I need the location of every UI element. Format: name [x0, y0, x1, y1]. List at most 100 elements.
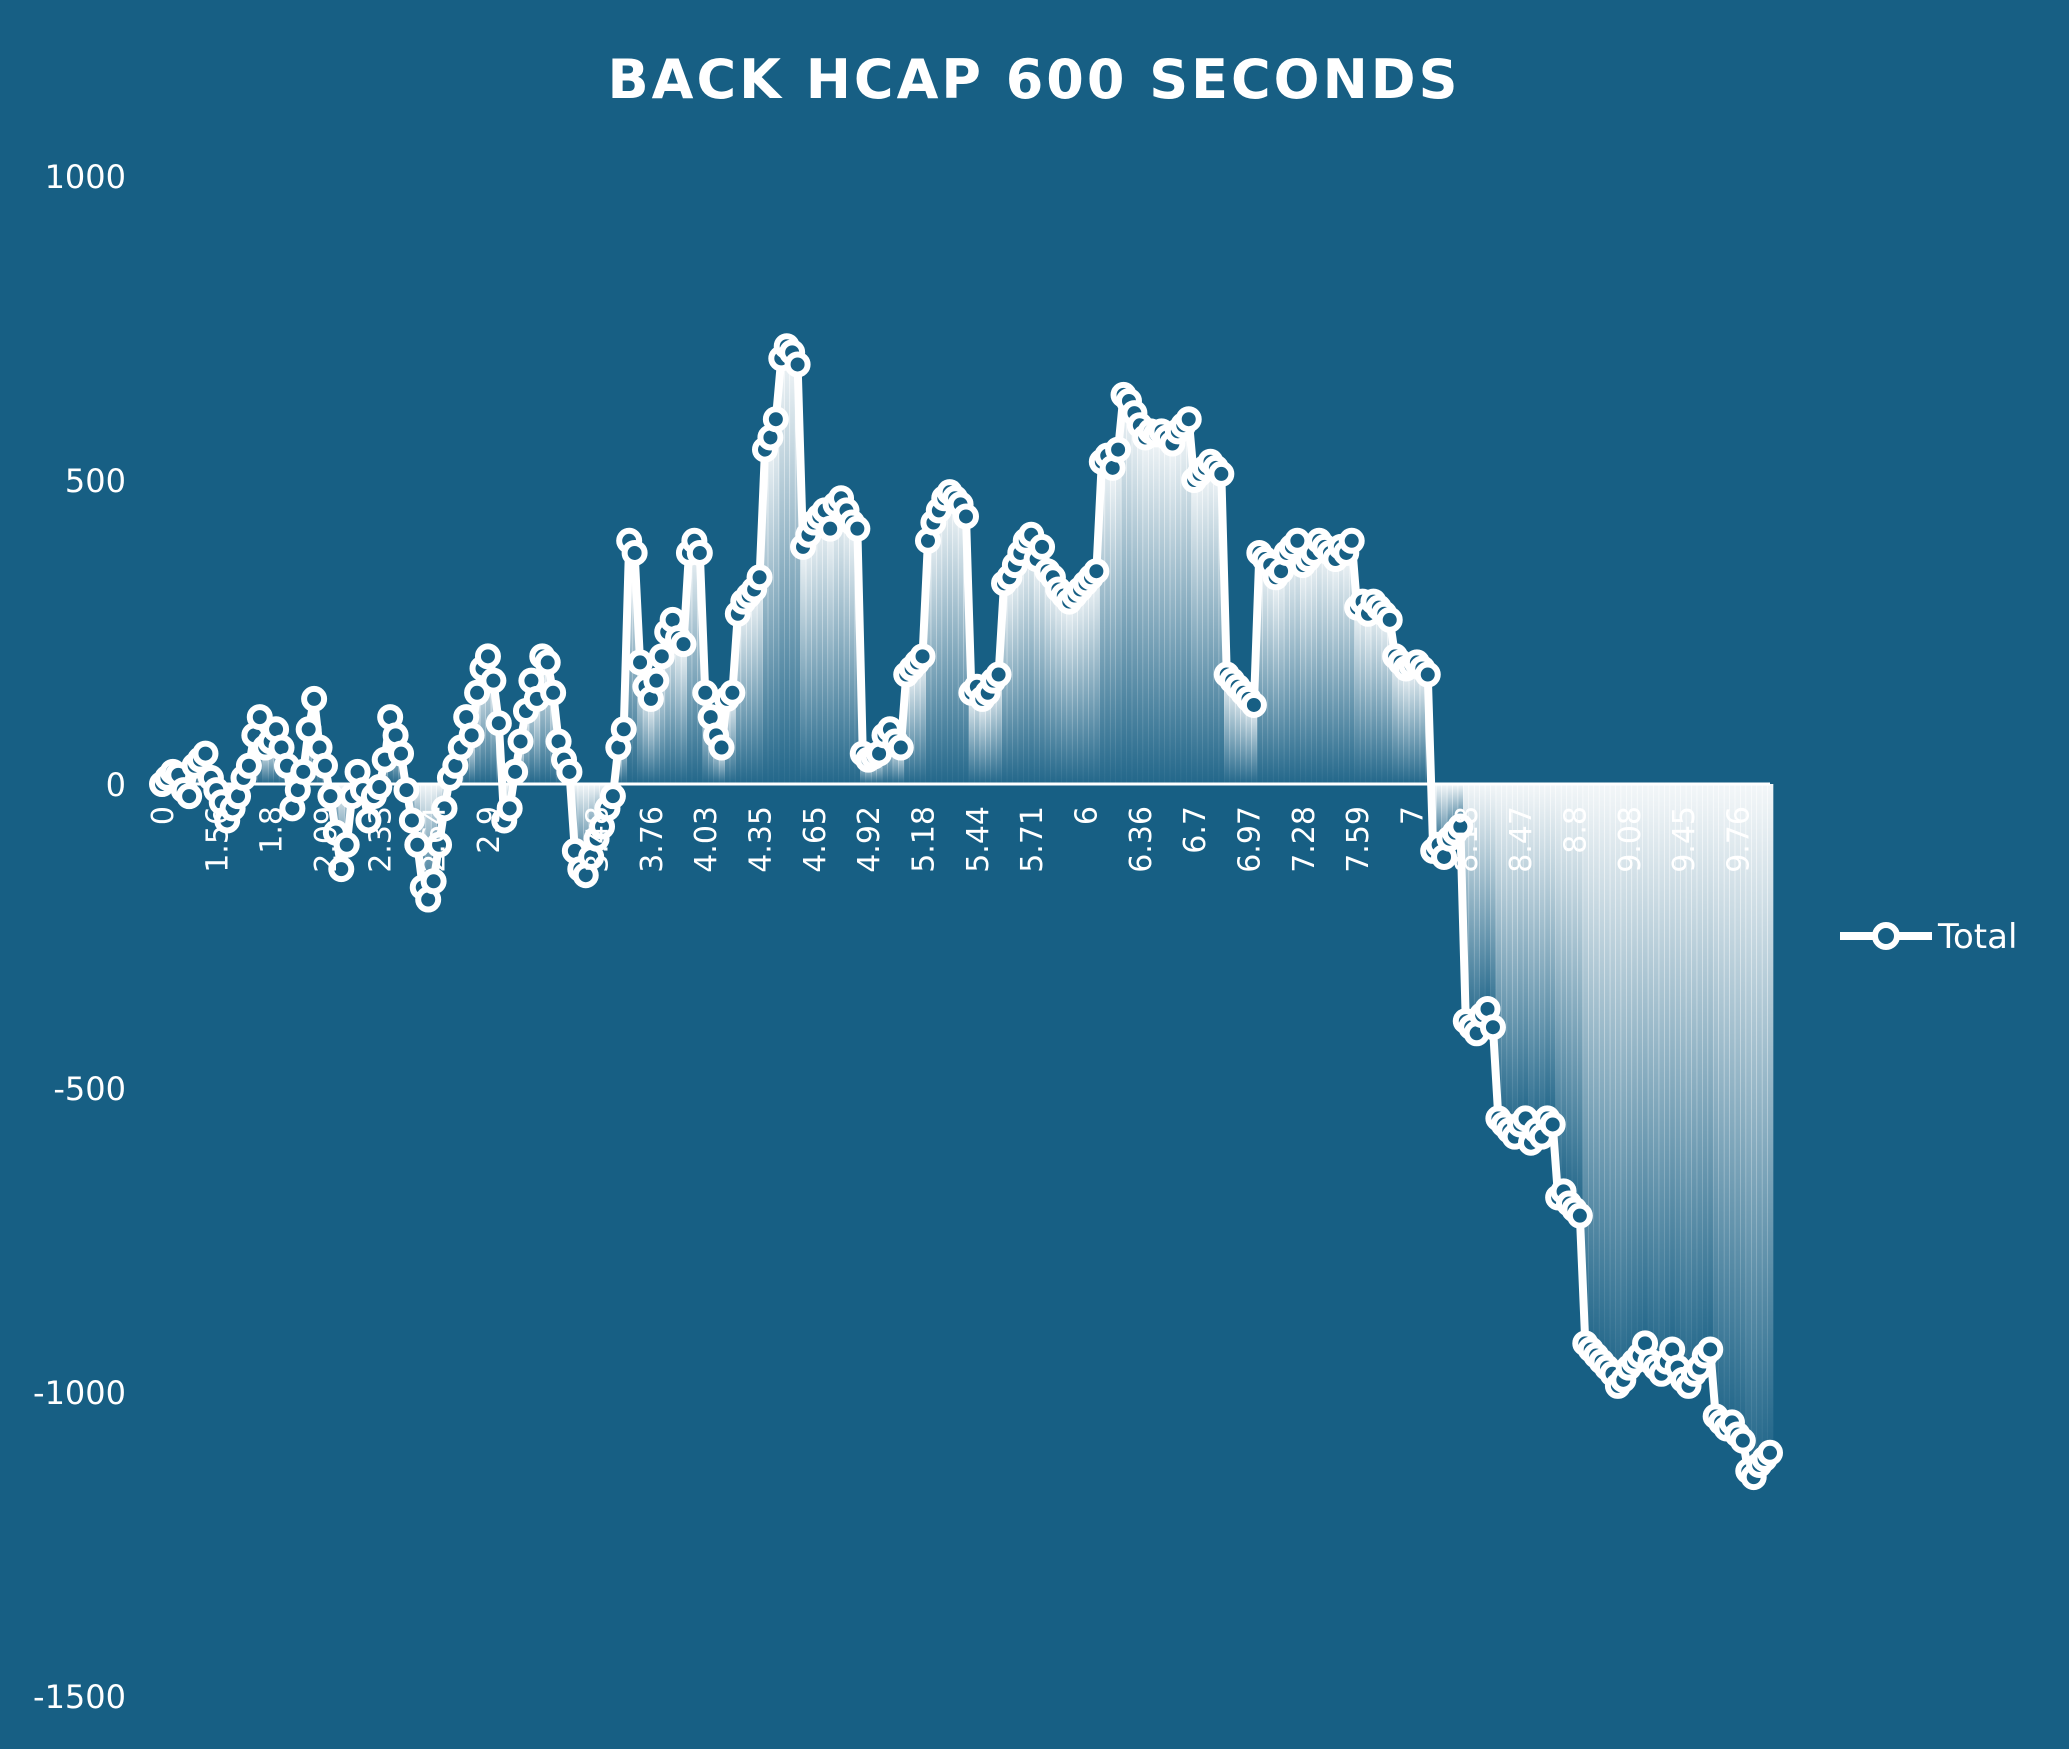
area-fill-segment	[1262, 559, 1269, 784]
area-fill-segment	[1142, 437, 1149, 784]
area-fill-segment	[1664, 784, 1671, 1362]
area-fill-segment	[1381, 613, 1388, 784]
area-fill-segment	[1082, 583, 1089, 784]
data-point	[311, 752, 338, 779]
area-fill-segment	[1718, 784, 1725, 1423]
x-tick-label: 6.36	[1124, 806, 1159, 873]
data-point	[708, 734, 735, 761]
area-fill-segment	[1175, 431, 1182, 784]
data-point	[1729, 1427, 1756, 1454]
area-fill-segment	[946, 492, 954, 784]
x-tick-label: 5.18	[907, 806, 942, 873]
x-tick-label: 2.09	[309, 806, 344, 873]
area-fill-segment	[267, 741, 274, 784]
area-fill-segment	[1348, 540, 1356, 784]
area-fill-segment	[1539, 784, 1546, 1137]
area-fill-segment	[1207, 461, 1214, 784]
area-fill-segment	[1441, 784, 1448, 857]
data-point	[817, 515, 844, 542]
data-point	[1175, 406, 1202, 433]
area-fill-segment	[1566, 784, 1573, 1204]
area-fill-segment	[1164, 437, 1171, 784]
area-fill-segment	[1224, 674, 1231, 784]
y-tick-label: 1000	[45, 158, 126, 196]
data-point	[1376, 606, 1403, 633]
x-tick-label: 4.35	[744, 806, 779, 873]
x-tick-label: 6	[1070, 806, 1105, 825]
x-tick-label: 2.33	[363, 806, 398, 873]
area-fill-segment	[1631, 784, 1638, 1362]
x-tick-label: 9.45	[1667, 806, 1702, 873]
x-tick-label: 8.18	[1450, 806, 1485, 873]
data-point	[1208, 460, 1235, 487]
area-fill-segment	[1104, 455, 1111, 784]
data-point	[458, 722, 485, 749]
area-fill-segment	[1588, 784, 1595, 1350]
area-fill-segment	[1131, 413, 1138, 784]
area-fill-segment	[1180, 425, 1187, 784]
x-tick-label: 3.48	[581, 806, 616, 873]
area-fill-segment	[1696, 784, 1703, 1368]
x-tick-label: 8.8	[1558, 806, 1593, 854]
x-tick-label: 0	[146, 806, 181, 825]
data-point	[431, 795, 458, 822]
area-fill-segment	[1365, 613, 1372, 784]
area-fill-segment	[1109, 467, 1116, 784]
area-fill-segment	[751, 589, 758, 784]
area-fill-segment	[430, 784, 437, 882]
legend-label-total: Total	[1937, 917, 2017, 957]
area-fill-segment	[1511, 784, 1518, 1137]
area-fill-segment	[1028, 534, 1035, 784]
area-fill-segment	[1707, 784, 1714, 1350]
data-point	[426, 831, 453, 858]
area-fill-segment	[1023, 540, 1030, 784]
data-point	[1338, 527, 1365, 554]
area-fill-segment	[1544, 784, 1551, 1119]
data-point	[328, 856, 355, 883]
data-point	[388, 740, 415, 767]
area-fill-segment	[762, 449, 769, 784]
area-fill-segment	[697, 552, 704, 784]
x-tick-label: 3.76	[635, 806, 670, 873]
area-fill-segment	[664, 632, 671, 784]
area-fill-segment	[528, 680, 535, 784]
area-fill-segment	[1658, 784, 1665, 1374]
data-point	[398, 807, 425, 834]
area-fill-segment	[1234, 686, 1241, 784]
data-point	[670, 631, 697, 658]
x-tick-label: 2.9	[472, 806, 507, 854]
x-tick-label: 2.64	[418, 806, 453, 873]
data-point	[985, 661, 1012, 688]
x-tick-label: 6.7	[1178, 806, 1213, 854]
area-fill-segment	[1750, 784, 1758, 1478]
area-fill-segment	[1071, 595, 1078, 784]
data-point	[627, 649, 654, 676]
area-fill-segment	[1338, 546, 1345, 784]
area-fill-segment	[1468, 784, 1475, 1028]
area-fill-segment	[648, 698, 655, 784]
area-fill-segment	[1017, 552, 1024, 784]
data-point	[556, 758, 583, 785]
area-fill-segment	[838, 498, 845, 784]
data-point	[192, 740, 219, 767]
chart-title: BACK HCAP 600 SECONDS	[608, 48, 1461, 111]
y-tick-label: -1500	[33, 1678, 126, 1716]
area-fill-segment	[816, 516, 823, 784]
area-fill-segment	[1251, 704, 1258, 784]
data-point	[1697, 1336, 1724, 1363]
area-fill-segment	[941, 498, 948, 784]
data-point	[301, 685, 328, 712]
area-fill-segment	[974, 686, 981, 784]
area-fill-segment	[1077, 589, 1084, 784]
area-fill-segment	[659, 656, 666, 784]
area-fill-segment	[1767, 784, 1774, 1453]
data-point	[643, 667, 670, 694]
data-point	[176, 783, 203, 810]
area-fill-segment	[1169, 443, 1176, 784]
area-fill-segment	[1283, 552, 1290, 784]
area-fill-segment	[1316, 540, 1323, 784]
area-fill-segment	[1756, 784, 1763, 1465]
area-fill-segment	[577, 784, 584, 870]
area-fill-segment	[1387, 619, 1394, 784]
area-fill-segment	[876, 753, 883, 784]
